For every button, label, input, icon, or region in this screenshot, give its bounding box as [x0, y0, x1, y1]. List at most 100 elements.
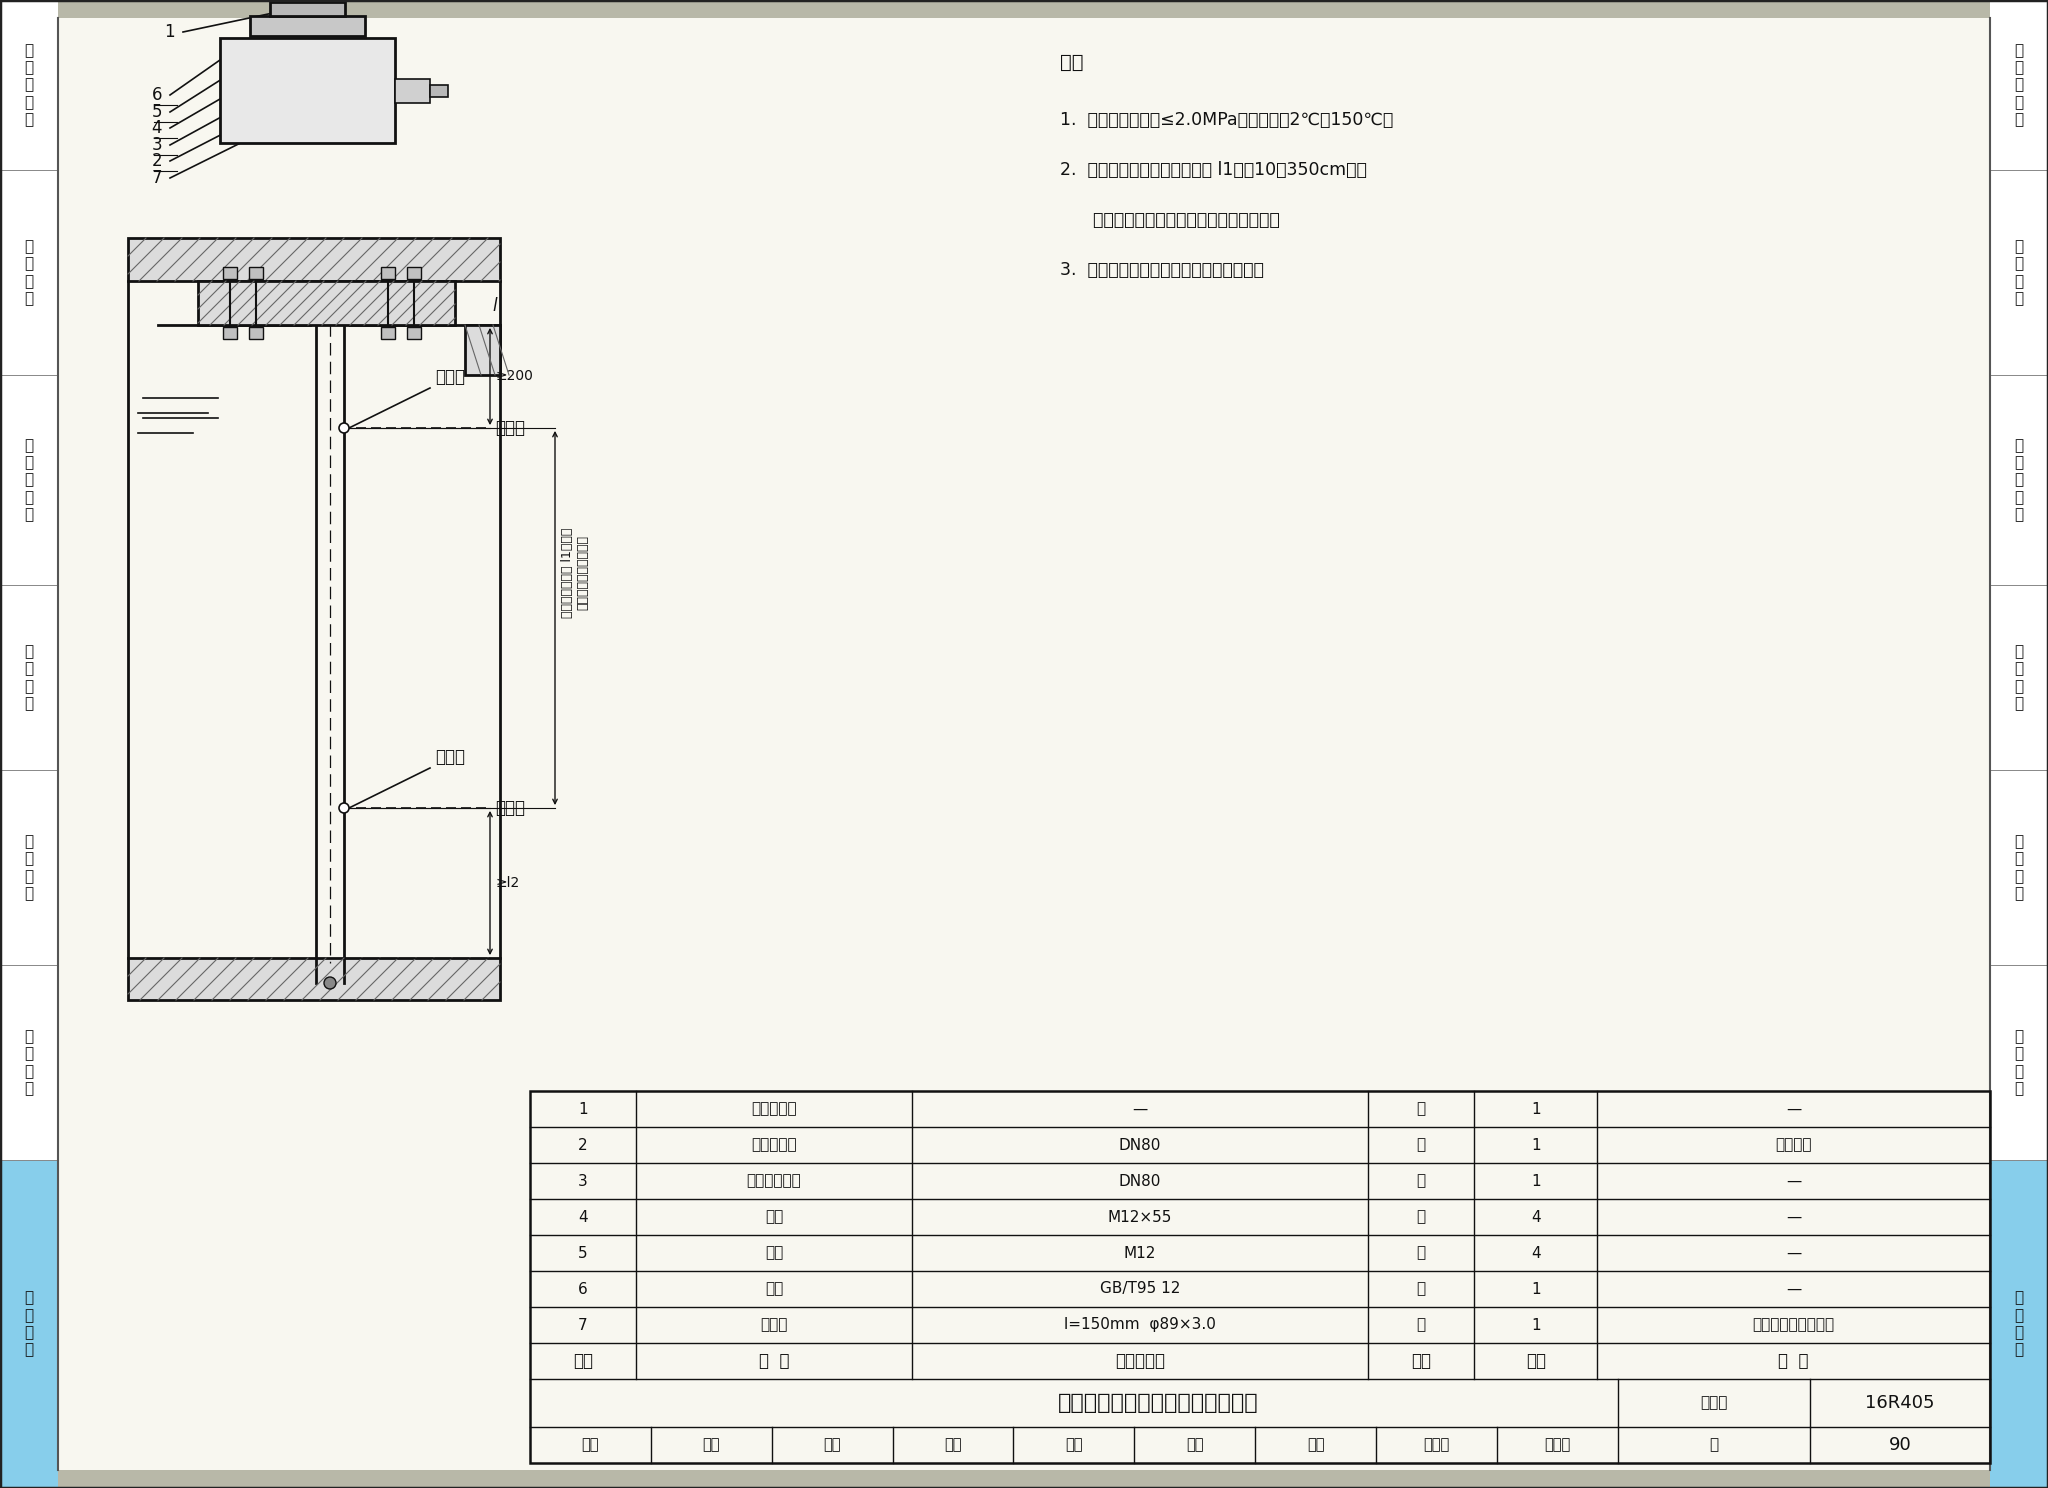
Text: 个: 个	[1417, 1137, 1425, 1153]
Bar	[395, 79, 430, 103]
Text: 5: 5	[578, 1245, 588, 1260]
Text: GB/T95 12: GB/T95 12	[1100, 1281, 1180, 1296]
Bar	[381, 327, 395, 339]
Text: 向宏: 向宏	[1065, 1437, 1083, 1452]
Bar	[127, 238, 500, 281]
Text: 温
度
仪
表: 温 度 仪 表	[2015, 644, 2023, 711]
Text: 1: 1	[1532, 1137, 1540, 1153]
Text: 审核: 审核	[582, 1437, 600, 1452]
Text: 注：: 注：	[1061, 54, 1083, 71]
Bar	[1991, 769, 2048, 966]
Text: 1.  适用于公称压力≤2.0MPa，设计温度2℃～150℃。: 1. 适用于公称压力≤2.0MPa，设计温度2℃～150℃。	[1061, 112, 1393, 129]
Text: 压
力
仪
表: 压 力 仪 表	[25, 833, 33, 902]
Text: 2: 2	[578, 1137, 588, 1153]
Text: 无缝钢管，容器自带: 无缝钢管，容器自带	[1753, 1317, 1835, 1332]
Text: 螺栓: 螺栓	[764, 1210, 782, 1225]
Text: 温
度
仪
表: 温 度 仪 表	[25, 644, 33, 711]
Text: 备  注: 备 注	[1778, 1353, 1808, 1370]
Text: —: —	[1786, 1281, 1802, 1296]
Text: 个: 个	[1417, 1281, 1425, 1296]
Text: 6: 6	[152, 86, 162, 104]
Text: 流通孔: 流通孔	[434, 748, 465, 766]
Text: 户可根据实际需要确定传感器有效行程。: 户可根据实际需要确定传感器有效行程。	[1061, 211, 1280, 229]
Text: 校对: 校对	[944, 1437, 963, 1452]
Text: 1: 1	[1532, 1317, 1540, 1332]
Bar	[381, 266, 395, 278]
Text: 7: 7	[578, 1317, 588, 1332]
Circle shape	[324, 978, 336, 990]
Text: 流通孔: 流通孔	[434, 368, 465, 385]
Text: 3.  安装方法同样适用于射频导纳液位计。: 3. 安装方法同样适用于射频导纳液位计。	[1061, 260, 1264, 278]
Text: 编
制
总
说
明: 编 制 总 说 明	[2015, 43, 2023, 128]
Text: 接口钢法兰: 接口钢法兰	[752, 1137, 797, 1153]
Text: 型号及规格: 型号及规格	[1114, 1353, 1165, 1370]
Bar	[1991, 375, 2048, 585]
Text: 传感器有效行程 l1（由用
户根据实际情况确定）: 传感器有效行程 l1（由用 户根据实际情况确定）	[561, 528, 590, 618]
Bar	[219, 39, 395, 143]
Text: 1: 1	[1532, 1174, 1540, 1189]
Text: 16R405: 16R405	[1866, 1394, 1935, 1412]
Text: 个: 个	[1417, 1174, 1425, 1189]
Bar	[0, 966, 57, 1161]
Text: 容器自带: 容器自带	[1776, 1137, 1812, 1153]
Text: 龙娟: 龙娟	[823, 1437, 842, 1452]
Bar	[270, 1, 344, 16]
Text: 3: 3	[152, 135, 162, 153]
Bar	[199, 281, 455, 324]
Text: 3: 3	[578, 1174, 588, 1189]
Text: 湿
度
仪
表: 湿 度 仪 表	[2015, 1028, 2023, 1097]
Text: l=150mm  φ89×3.0: l=150mm φ89×3.0	[1065, 1317, 1217, 1332]
Text: 螺母: 螺母	[764, 1245, 782, 1260]
Bar	[250, 266, 262, 278]
Text: 流
量
仪
表: 流 量 仪 表	[25, 240, 33, 307]
Text: 流
量
仪
表: 流 量 仪 表	[2015, 240, 2023, 307]
Text: 非金属平垫片: 非金属平垫片	[748, 1174, 801, 1189]
Text: —: —	[1786, 1210, 1802, 1225]
Text: 1: 1	[1532, 1281, 1540, 1296]
Bar	[223, 266, 238, 278]
Text: 颗: 颗	[1417, 1245, 1425, 1260]
Bar	[1991, 966, 2048, 1161]
Text: 如居: 如居	[1186, 1437, 1204, 1452]
Text: 满液位: 满液位	[496, 420, 524, 437]
Text: 2.  测量范围（传感器有效行程 l1）为10～350cm，用: 2. 测量范围（传感器有效行程 l1）为10～350cm，用	[1061, 161, 1366, 179]
Bar	[0, 0, 57, 170]
Bar	[1991, 585, 2048, 769]
Circle shape	[340, 804, 348, 812]
Text: 张勇牛: 张勇牛	[1544, 1437, 1571, 1452]
Circle shape	[340, 423, 348, 433]
Bar	[0, 585, 57, 769]
Text: DN80: DN80	[1118, 1137, 1161, 1153]
Text: 7: 7	[152, 170, 162, 187]
Text: 编
制
总
说
明: 编 制 总 说 明	[25, 43, 33, 128]
Text: 零液位: 零液位	[496, 799, 524, 817]
Bar	[1991, 170, 2048, 375]
Text: 张勇华: 张勇华	[1423, 1437, 1450, 1452]
Bar	[430, 85, 449, 97]
Bar	[0, 170, 57, 375]
Text: 4: 4	[1532, 1245, 1540, 1260]
Text: 液
位
仪
表: 液 位 仪 表	[25, 1290, 33, 1357]
Bar	[408, 266, 422, 278]
Bar	[250, 327, 262, 339]
Text: 数量: 数量	[1526, 1353, 1546, 1370]
Text: DN80: DN80	[1118, 1174, 1161, 1189]
Text: 4: 4	[152, 119, 162, 137]
Text: 6: 6	[578, 1281, 588, 1296]
Text: 热
冷
量
仪
表: 热 冷 量 仪 表	[2015, 437, 2023, 522]
Text: 湿
度
仪
表: 湿 度 仪 表	[25, 1028, 33, 1097]
Text: 龙朔: 龙朔	[702, 1437, 721, 1452]
Text: 杆式电容式液位计法兰连接安装图: 杆式电容式液位计法兰连接安装图	[1057, 1393, 1257, 1414]
Text: 电容液位计: 电容液位计	[752, 1101, 797, 1116]
Bar	[127, 958, 500, 1000]
Text: 序号: 序号	[573, 1353, 594, 1370]
Bar	[408, 327, 422, 339]
Bar	[465, 324, 500, 375]
Bar	[0, 769, 57, 966]
Text: —: —	[1786, 1101, 1802, 1116]
Text: M12×55: M12×55	[1108, 1210, 1171, 1225]
Text: 设计: 设计	[1307, 1437, 1325, 1452]
Text: —: —	[1786, 1174, 1802, 1189]
Text: 单位: 单位	[1411, 1353, 1432, 1370]
Bar	[530, 1091, 1991, 1463]
